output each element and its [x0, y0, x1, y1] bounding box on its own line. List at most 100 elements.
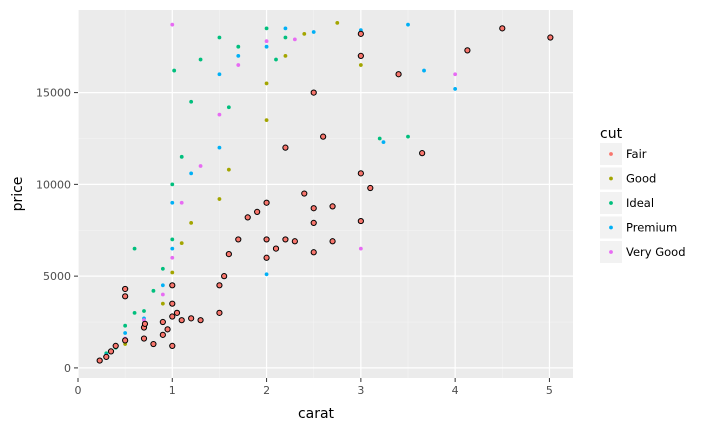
point-good	[335, 20, 340, 25]
point-ideal	[217, 35, 222, 40]
x-tick-label: 2	[263, 384, 270, 397]
point-premium	[170, 246, 175, 251]
point-fair	[547, 34, 554, 41]
point-fair	[164, 326, 171, 333]
point-fair	[169, 313, 176, 320]
x-tick-label: 1	[169, 384, 176, 397]
point-fair	[169, 300, 176, 307]
point-fair	[282, 144, 289, 151]
point-fair	[150, 340, 157, 348]
point-good	[226, 167, 231, 172]
point-very-good	[160, 292, 165, 297]
point-fair	[235, 236, 242, 243]
point-ideal	[198, 57, 203, 62]
point-fair	[263, 254, 270, 261]
point-ideal	[123, 323, 128, 328]
point-good	[264, 118, 269, 123]
grid-major	[77, 10, 573, 378]
point-fair	[464, 47, 471, 54]
point-premium	[170, 200, 175, 205]
point-very-good	[170, 22, 175, 27]
x-tick-label: 4	[452, 384, 459, 397]
point-premium	[217, 72, 222, 77]
point-fair	[320, 133, 327, 140]
legend-title: cut	[600, 126, 623, 142]
point-fair	[263, 199, 270, 206]
point-premium	[283, 26, 288, 31]
point-premium	[381, 140, 386, 145]
point-fair	[310, 205, 317, 212]
point-ideal	[377, 136, 382, 141]
legend-label-very-good: Very Good	[626, 245, 686, 259]
point-fair	[141, 320, 149, 327]
point-fair	[310, 249, 317, 256]
point-fair	[419, 150, 426, 157]
point-fair	[122, 337, 129, 344]
point-premium	[264, 272, 269, 277]
point-good	[302, 31, 307, 36]
point-fair	[216, 282, 223, 289]
y-tick-label: 10000	[36, 178, 71, 191]
point-fair	[272, 245, 280, 252]
point-fair	[395, 71, 402, 78]
point-fair	[291, 238, 298, 245]
y-tick-label: 15000	[36, 87, 71, 100]
point-fair	[107, 348, 115, 355]
legend-key-premium	[609, 225, 613, 230]
point-fair	[357, 217, 364, 225]
point-fair	[197, 317, 204, 324]
point-fair	[216, 309, 223, 316]
point-fair	[310, 219, 317, 227]
point-ideal	[406, 134, 410, 139]
point-good	[283, 53, 288, 58]
legend: cut Fair Good Ideal Premium Very Good	[600, 126, 686, 263]
point-fair	[221, 273, 228, 280]
point-ideal	[264, 26, 269, 31]
point-fair	[173, 309, 181, 316]
x-axis-ticks: 0 1 2 3 4 5	[75, 378, 553, 397]
point-premium	[160, 283, 165, 288]
point-good	[160, 301, 165, 306]
legend-label-ideal: Ideal	[626, 196, 654, 210]
point-very-good	[453, 72, 458, 77]
point-premium	[422, 68, 426, 73]
point-ideal	[170, 237, 175, 242]
point-good	[179, 241, 184, 245]
point-premium	[311, 30, 316, 34]
point-fair	[357, 30, 364, 37]
legend-key-good	[609, 176, 613, 181]
point-fair	[329, 203, 336, 210]
point-fair	[159, 318, 166, 326]
legend-label-good: Good	[626, 172, 656, 186]
point-premium	[123, 331, 128, 335]
point-good	[217, 197, 222, 201]
point-very-good	[264, 39, 269, 44]
point-very-good	[179, 200, 184, 205]
point-good	[264, 81, 269, 86]
point-ideal	[236, 44, 241, 49]
point-premium	[406, 22, 410, 27]
point-very-good	[198, 164, 203, 168]
legend-key-very-good	[609, 250, 613, 254]
legend-label-premium: Premium	[626, 221, 677, 235]
y-tick-label: 0	[64, 362, 71, 375]
legend-key-fair	[609, 152, 613, 156]
point-ideal	[132, 246, 137, 251]
point-fair	[112, 342, 119, 349]
y-tick-label: 5000	[43, 270, 71, 283]
point-fair	[301, 190, 308, 197]
point-fair	[140, 335, 148, 342]
plot-panel	[78, 10, 573, 378]
point-very-good	[170, 255, 175, 260]
point-good	[189, 221, 194, 225]
point-fair	[169, 282, 176, 289]
point-premium	[453, 87, 458, 91]
point-fair	[122, 285, 129, 293]
point-premium	[189, 171, 194, 176]
data-points	[96, 20, 554, 364]
point-fair	[178, 317, 185, 324]
point-ideal	[189, 99, 194, 104]
point-fair	[169, 342, 176, 349]
point-ideal	[172, 68, 177, 73]
point-fair	[499, 25, 506, 32]
